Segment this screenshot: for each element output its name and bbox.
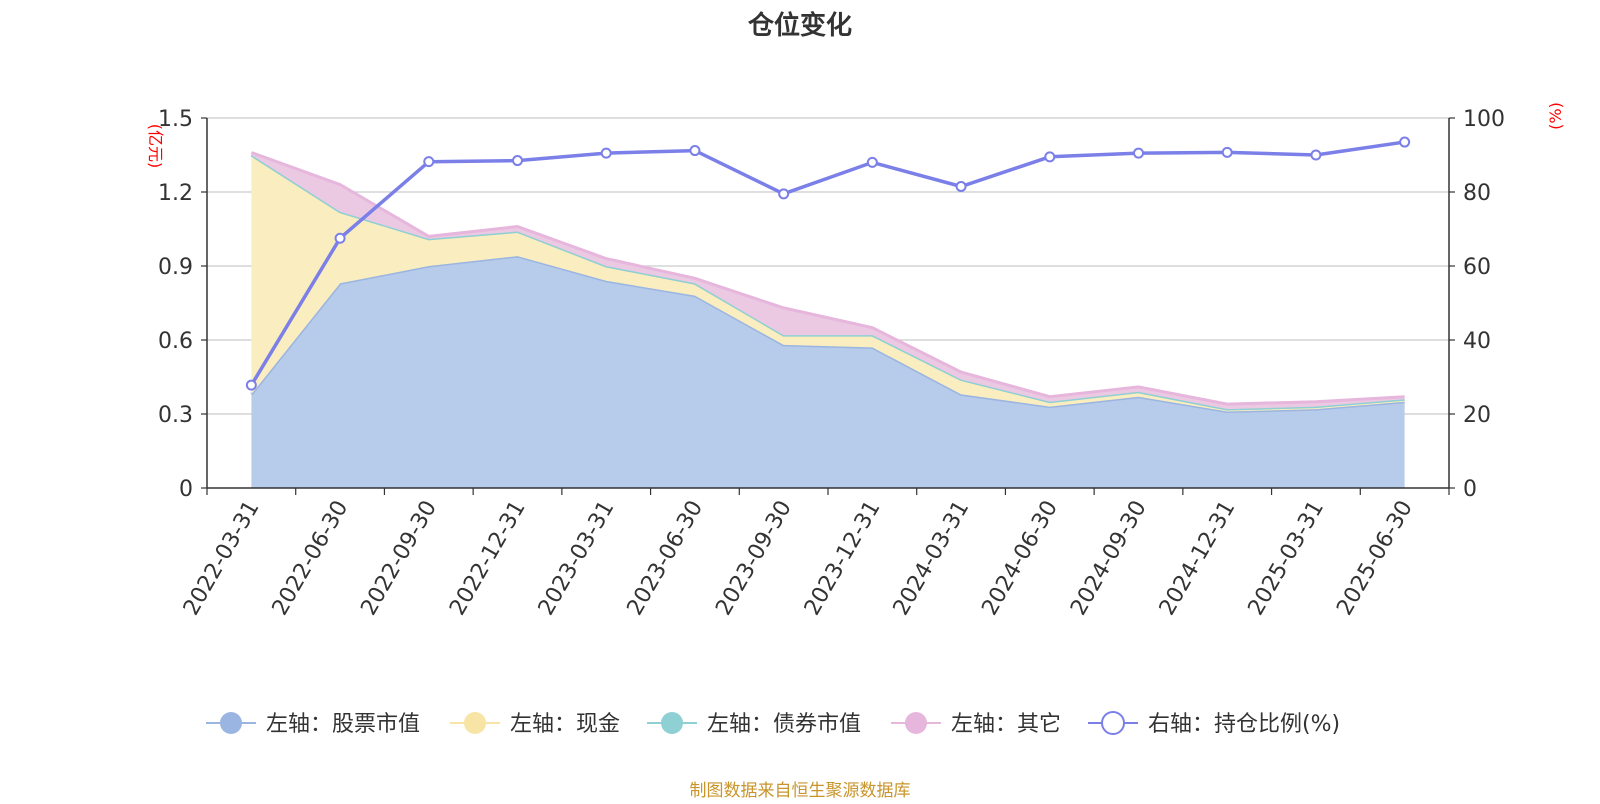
legend-marker [464, 712, 486, 734]
line-point [1044, 151, 1056, 163]
x-axis-label: 2023-09-30 [711, 497, 797, 620]
legend-label: 右轴：持仓比例(%) [1148, 712, 1340, 737]
line-右轴：持仓比例(%) [249, 140, 1405, 387]
x-axis-label: 2022-03-31 [179, 497, 265, 620]
x-axis-label: 2023-12-31 [800, 497, 886, 620]
x-axis-label: 2024-06-30 [977, 497, 1063, 620]
legend-marker [1101, 711, 1125, 735]
left-axis-tick-label: 1.2 [158, 181, 193, 206]
line-point [955, 180, 967, 192]
legend-marker [220, 712, 242, 734]
line-point [1133, 147, 1144, 159]
legend-item: 右轴：持仓比例(%) [1088, 711, 1340, 737]
x-axis-label: 2022-06-30 [268, 497, 354, 620]
left-axis-tick-label: 0.6 [158, 329, 193, 354]
left-axis-unit: (亿元) [146, 124, 165, 169]
legend-item: 左轴：债券市值 [647, 712, 861, 737]
right-axis-tick-label: 0 [1463, 477, 1477, 502]
chart-title: 仓位变化 [747, 10, 852, 41]
x-axis-label: 2023-06-30 [623, 497, 709, 620]
x-axis-label: 2024-09-30 [1066, 497, 1152, 620]
left-axis-tick-label: 0.9 [158, 255, 193, 280]
line-point [334, 232, 346, 244]
legend-item: 左轴：其它 [891, 712, 1061, 737]
line-point [866, 156, 878, 168]
line-point [512, 155, 523, 167]
x-axis-label: 2022-12-31 [445, 497, 531, 620]
left-axis-tick-label: 0.3 [158, 403, 193, 428]
line-point [1221, 146, 1233, 158]
stacked-areas [250, 151, 1405, 488]
legend-label: 左轴：债券市值 [707, 712, 861, 737]
legend-item: 左轴：现金 [450, 712, 620, 737]
x-axis-label: 2025-06-30 [1332, 497, 1418, 620]
x-axis-label: 2024-03-31 [889, 497, 975, 620]
line-point [778, 188, 790, 200]
area-左轴：股票市值 [251, 256, 1405, 488]
line-point [689, 145, 701, 157]
line-point [600, 147, 612, 159]
right-axis-tick-label: 60 [1463, 255, 1491, 280]
legend-marker [661, 712, 683, 734]
right-axis-tick-label: 20 [1463, 403, 1491, 428]
legend: 左轴：股票市值 左轴：现金 左轴：债券市值 左轴：其它 右轴：持仓比例(%) [206, 711, 1340, 737]
right-axis-unit: (%) [1546, 102, 1565, 130]
left-axis-tick-label: 0 [179, 477, 193, 502]
area-edge-左轴：其它 [250, 151, 1405, 406]
legend-label: 左轴：现金 [510, 712, 620, 737]
legend-label: 左轴：股票市值 [266, 712, 420, 737]
x-axis-label: 2023-03-31 [534, 497, 620, 620]
legend-marker [905, 712, 927, 734]
right-axis-tick-label: 100 [1463, 107, 1505, 132]
line-point [423, 156, 435, 168]
x-axis-label: 2022-09-30 [356, 497, 442, 620]
line-point [1310, 149, 1322, 161]
left-axis-tick-label: 1.5 [158, 107, 193, 132]
right-axis-tick-label: 40 [1463, 329, 1491, 354]
line-point [245, 379, 257, 391]
data-source-note: 制图数据来自恒生聚源数据库 [690, 781, 911, 800]
legend-label: 左轴：其它 [951, 712, 1061, 737]
legend-item: 左轴：股票市值 [206, 712, 420, 737]
line-point [1399, 136, 1411, 148]
position-ratio-line [245, 136, 1411, 391]
x-axis-label: 2025-03-31 [1244, 497, 1330, 620]
x-axis-label: 2024-12-31 [1155, 497, 1241, 620]
right-axis-tick-label: 80 [1463, 181, 1491, 206]
